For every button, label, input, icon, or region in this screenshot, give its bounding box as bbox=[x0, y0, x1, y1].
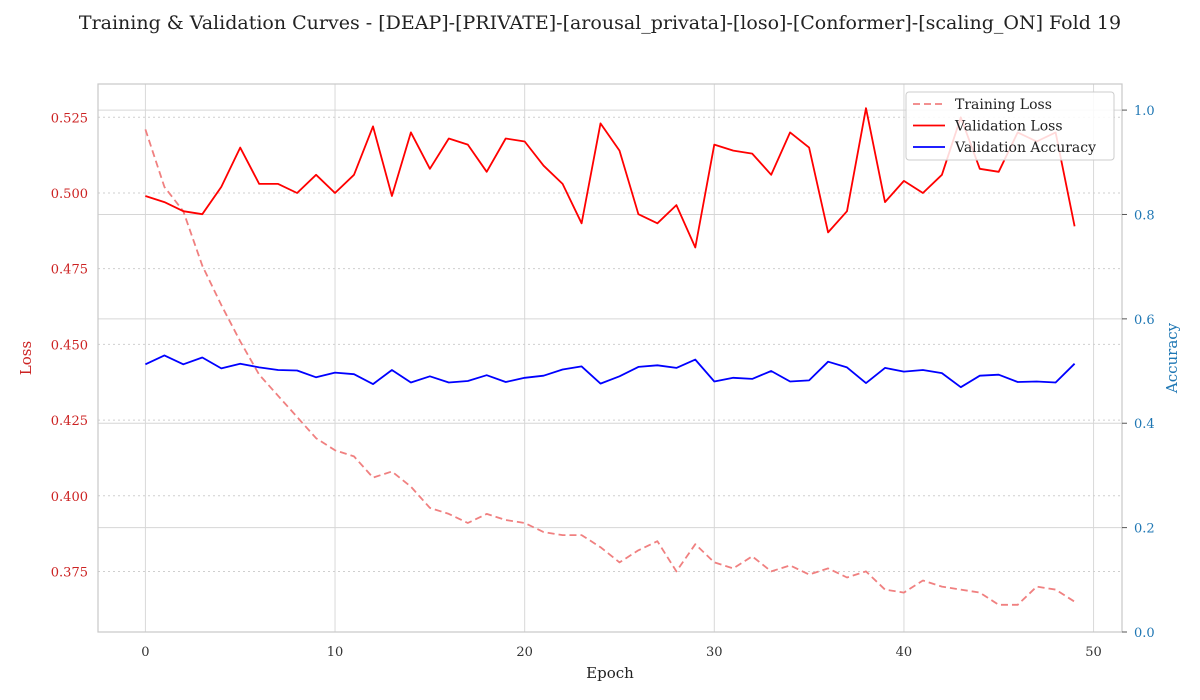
y-tick-label-right-2: 0.4 bbox=[1134, 417, 1155, 432]
plot-frame bbox=[97, 83, 1123, 633]
x-tick-label-1: 10 bbox=[327, 645, 344, 660]
series-lines bbox=[144, 107, 1076, 606]
left-y-axis-ticks: 0.375 0.400 0.425 0.450 0.475 0.500 0.525 bbox=[51, 111, 88, 580]
x-tick-label-5: 50 bbox=[1085, 645, 1102, 660]
legend-label-validation-loss: Validation Loss bbox=[954, 119, 1063, 135]
x-tick-label-2: 20 bbox=[516, 645, 533, 660]
y-axis-label-left: Loss bbox=[17, 341, 35, 375]
x-tick-label-4: 40 bbox=[896, 645, 913, 660]
x-tick-label-0: 0 bbox=[141, 645, 149, 660]
chart-title: Training & Validation Curves - [DEAP]-[P… bbox=[79, 12, 1121, 34]
y-tick-label-right-5: 1.0 bbox=[1134, 104, 1155, 119]
x-tick-label-3: 30 bbox=[706, 645, 723, 660]
y-tick-label-left-1: 0.400 bbox=[51, 490, 88, 505]
x-axis-ticks: 0 10 20 30 40 50 bbox=[141, 645, 1102, 660]
y-tick-label-left-5: 0.500 bbox=[51, 187, 88, 202]
y-tick-label-right-4: 0.8 bbox=[1134, 208, 1155, 223]
legend-label-validation-accuracy: Validation Accuracy bbox=[954, 140, 1096, 156]
legend-label-training-loss: Training Loss bbox=[955, 97, 1052, 113]
y-tick-label-right-0: 0.0 bbox=[1134, 626, 1155, 641]
series-line-validation-accuracy bbox=[145, 354, 1076, 389]
right-y-axis-ticks: 0.0 0.2 0.4 0.6 0.8 1.0 bbox=[1122, 104, 1155, 641]
x-axis-label: Epoch bbox=[586, 664, 634, 682]
y-tick-label-left-4: 0.475 bbox=[51, 263, 88, 278]
y-tick-label-left-6: 0.525 bbox=[51, 111, 88, 126]
legend-box bbox=[905, 91, 1115, 161]
y-tick-label-left-2: 0.425 bbox=[51, 414, 88, 429]
grid-lines bbox=[98, 84, 1122, 633]
y-tick-label-right-3: 0.6 bbox=[1134, 313, 1155, 328]
legend: Training Loss Validation Loss Validation A… bbox=[905, 91, 1115, 161]
y-tick-label-left-3: 0.450 bbox=[51, 338, 88, 353]
y-axis-label-right: Accuracy bbox=[1163, 322, 1181, 394]
series-line-training-loss bbox=[144, 129, 1076, 606]
series-line-validation-loss bbox=[145, 107, 1076, 249]
y-tick-label-left-0: 0.375 bbox=[51, 565, 88, 580]
y-tick-label-right-1: 0.2 bbox=[1134, 522, 1155, 537]
